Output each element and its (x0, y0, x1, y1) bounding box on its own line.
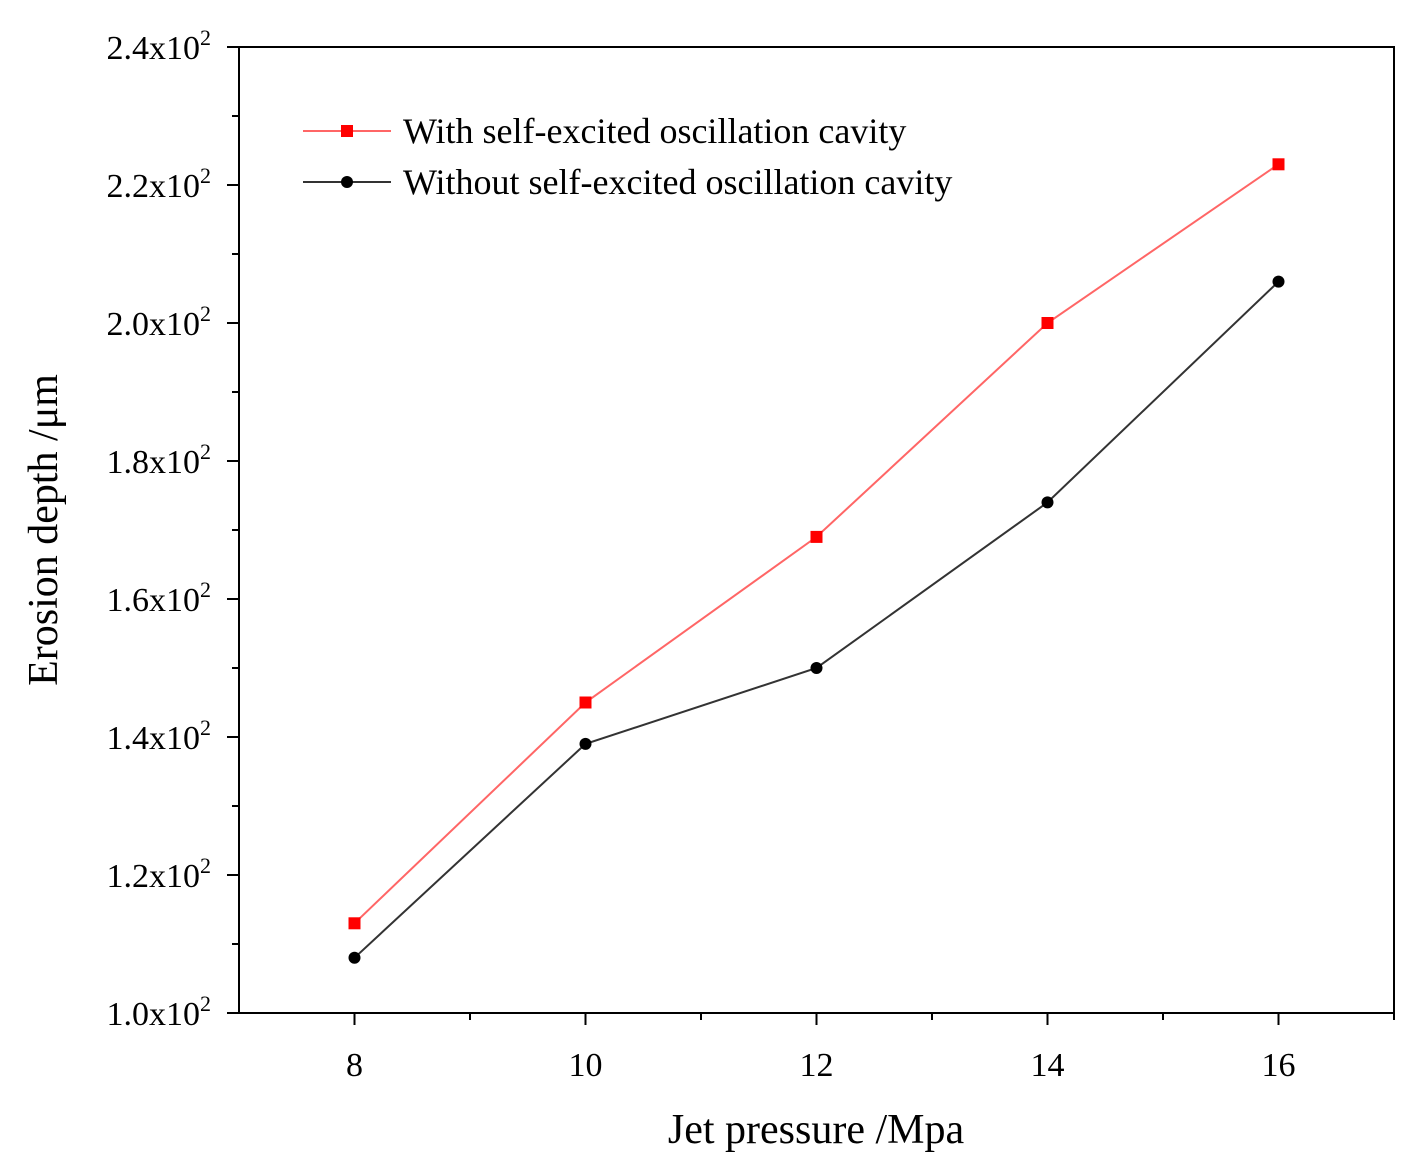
legend-marker-circle (341, 176, 353, 188)
data-point-square (1041, 317, 1054, 329)
y-tick-label: 1.6x102 (107, 577, 212, 619)
legend-label-2: Without self-excited oscillation cavity (403, 162, 952, 202)
x-tick-label: 8 (346, 1047, 363, 1084)
x-axis: 8 10 12 14 16 (346, 1013, 1395, 1084)
x-tick-label: 12 (800, 1047, 834, 1084)
x-tick-label: 16 (1262, 1047, 1296, 1084)
legend-label-1: With self-excited oscillation cavity (403, 111, 906, 151)
y-tick-label: 1.2x102 (107, 853, 212, 895)
legend: With self-excited oscillation cavity With… (303, 111, 952, 202)
y-axis: 1.0x102 1.2x102 1.4x102 1.6x102 1.8x102 2.0x1… (107, 25, 239, 1033)
data-point-square (810, 530, 823, 543)
y-tick-label: 2.0x102 (107, 301, 212, 343)
x-axis-title: Jet pressure /Mpa (668, 1107, 965, 1153)
data-point-square (579, 696, 592, 709)
y-tick-label: 2.2x102 (107, 163, 212, 205)
data-point-circle (1041, 496, 1054, 509)
data-point-square (1272, 158, 1285, 171)
y-tick-label: 2.4x102 (107, 25, 212, 67)
legend-marker-square (341, 125, 353, 137)
y-tick-label: 1.0x102 (107, 991, 212, 1033)
data-point-square (348, 917, 361, 930)
series-line-2 (353, 280, 1280, 959)
y-tick-label: 1.4x102 (107, 715, 212, 757)
data-point-circle (579, 737, 592, 750)
data-point-circle (810, 662, 823, 674)
x-tick-label: 14 (1031, 1047, 1065, 1084)
data-point-circle (1272, 275, 1285, 288)
series-layer (348, 158, 1285, 964)
y-axis-title: Erosion depth /μm (21, 374, 67, 686)
x-tick-label: 10 (569, 1047, 603, 1084)
data-point-circle (348, 951, 361, 964)
series-line-1 (353, 163, 1280, 925)
y-tick-label: 1.8x102 (107, 439, 212, 481)
